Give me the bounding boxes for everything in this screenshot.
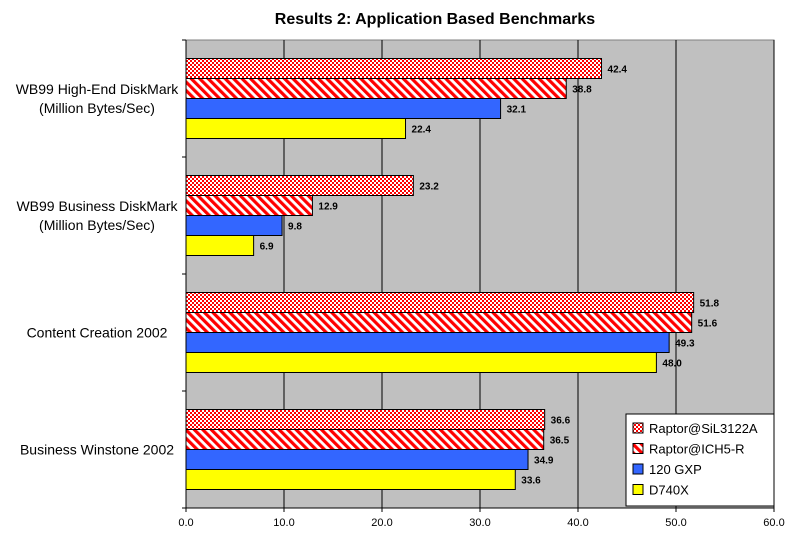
bar [185, 118, 407, 139]
legend-label: Raptor@SiL3122A [649, 421, 758, 436]
x-tick-label: 10.0 [273, 517, 294, 529]
bar [185, 292, 695, 313]
category-label: Content Creation 2002 [27, 325, 168, 341]
data-label: 36.5 [550, 436, 570, 447]
axes: 0.0 10.0 20.0 30.0 40.0 50.0 60.0 WB99 High-End… [16, 39, 785, 529]
bar [185, 332, 670, 353]
category-label: WB99 High-End DiskMark [16, 81, 180, 97]
bar [185, 429, 545, 450]
x-tick-label: 50.0 [665, 517, 686, 529]
category-label: (Million Bytes/Sec) [39, 217, 155, 233]
data-labels: 42.4 38.8 32.1 22.4 23.2 12.9 9.8 6.9 51.8 51.649… [260, 65, 720, 487]
legend-label: Raptor@ICH5-R [649, 442, 745, 457]
legend-label: 120 GXP [649, 462, 702, 477]
bar [185, 312, 693, 333]
data-label: 32.1 [507, 105, 527, 116]
bar [185, 449, 529, 470]
bar [185, 215, 283, 236]
data-label: 42.4 [608, 65, 628, 76]
data-label: 22.4 [412, 125, 432, 136]
bar [185, 195, 313, 216]
legend-swatch [632, 422, 644, 434]
category-label: (Million Bytes/Sec) [39, 100, 155, 116]
data-label: 6.9 [260, 242, 274, 253]
legend: Raptor@SiL3122A Raptor@ICH5-R 120 GXP D740X [625, 413, 775, 507]
data-label: 36.6 [551, 416, 571, 427]
x-tick-label: 40.0 [567, 517, 588, 529]
chart-title: Results 2: Application Based Benchmarks [275, 11, 595, 28]
category-label: Business Winstone 2002 [20, 442, 174, 458]
legend-label: D740X [649, 483, 689, 498]
data-label: 51.8 [700, 299, 720, 310]
bar [185, 78, 567, 99]
bar [185, 98, 502, 119]
legend-swatch [632, 463, 644, 475]
bar [185, 352, 657, 373]
data-label: 49.3 [675, 339, 695, 350]
bar [185, 235, 255, 256]
bars [185, 58, 695, 490]
x-tick-label: 0.0 [178, 517, 193, 529]
bar [185, 175, 414, 196]
legend-swatch [632, 484, 644, 495]
legend-swatch [632, 443, 644, 454]
data-label: 34.9 [534, 456, 554, 467]
legend-box [625, 413, 775, 507]
data-label: 33.6 [521, 476, 541, 487]
x-tick-label: 30.0 [469, 517, 490, 529]
category-label: WB99 Business DiskMark [16, 198, 178, 214]
x-tick-label: 20.0 [371, 517, 392, 529]
data-label: 23.2 [419, 182, 439, 193]
data-label: 38.8 [572, 85, 592, 96]
data-label: 12.9 [318, 202, 338, 213]
x-tick-label: 60.0 [763, 517, 784, 529]
bar [185, 58, 603, 79]
data-label: 9.8 [288, 222, 302, 233]
data-label: 51.6 [698, 319, 718, 330]
bar [185, 409, 546, 430]
data-label: 48.0 [662, 359, 682, 370]
bar [185, 469, 516, 490]
